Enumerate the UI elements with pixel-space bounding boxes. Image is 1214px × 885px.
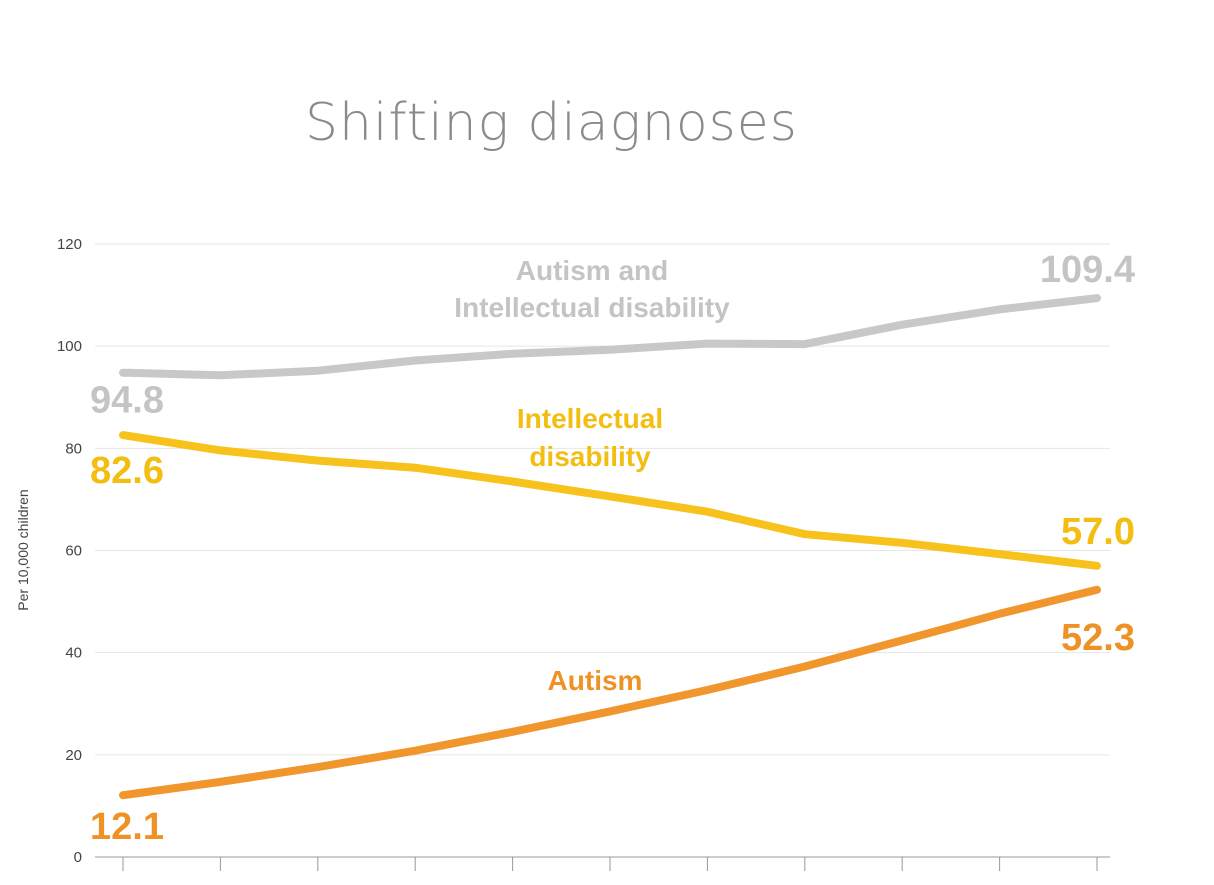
y-axis-ticks: 0 20 40 60 80 100 120 <box>57 236 82 866</box>
start-value-label: 12.1 <box>90 806 164 848</box>
series-line-2 <box>119 585 1101 800</box>
series-name-label: Intellectual <box>517 403 663 434</box>
start-value-label: 82.6 <box>90 450 164 492</box>
y-tick-label: 100 <box>57 338 82 355</box>
start-value-label: 94.8 <box>90 380 164 422</box>
series <box>119 294 1101 800</box>
series-name-label: disability <box>529 441 651 472</box>
end-value-label: 109.4 <box>1040 249 1135 291</box>
y-tick-label: 80 <box>65 440 82 457</box>
y-tick-label: 20 <box>65 747 82 764</box>
series-name-label: Autism <box>548 665 643 696</box>
y-tick-label: 120 <box>57 236 82 253</box>
y-axis-label: Per 10,000 children <box>15 489 31 610</box>
series-name-label: Autism and <box>516 255 668 286</box>
series-line-0 <box>119 294 1101 380</box>
x-axis-ticks <box>122 857 1098 871</box>
y-tick-label: 60 <box>65 543 82 560</box>
y-tick-label: 40 <box>65 645 82 662</box>
series-labels: 94.8 109.4 82.6 57.0 12.1 52.3 Autism and Intel… <box>90 249 1135 848</box>
end-value-label: 52.3 <box>1061 617 1135 659</box>
chart-title: Shifting diagnoses <box>305 93 798 153</box>
y-tick-label: 0 <box>74 849 82 866</box>
series-line-1 <box>119 431 1101 570</box>
end-value-label: 57.0 <box>1061 511 1135 553</box>
series-name-label: Intellectual disability <box>454 292 730 323</box>
